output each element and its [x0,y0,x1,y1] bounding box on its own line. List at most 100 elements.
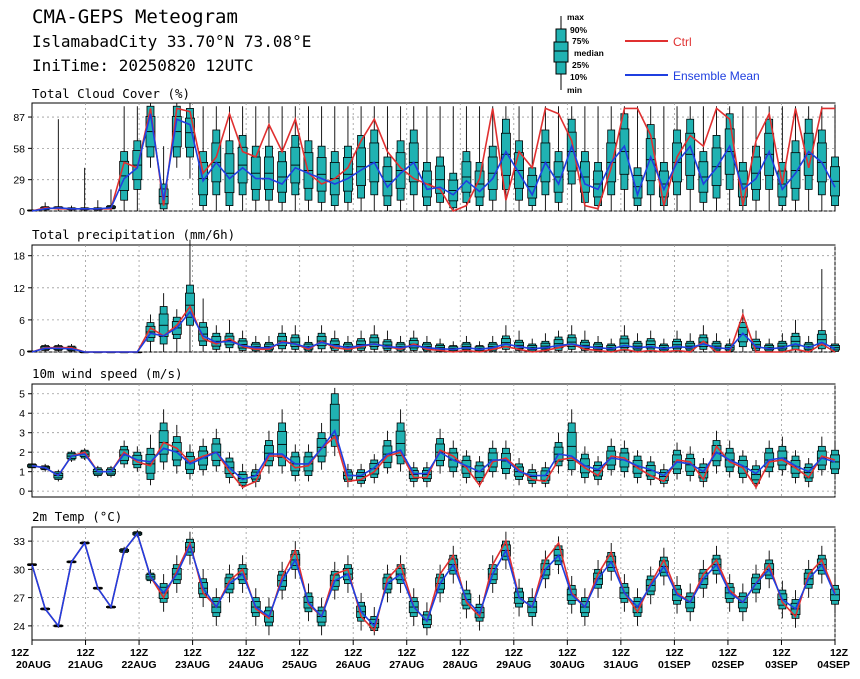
box-mark [224,319,235,352]
box-mark [619,325,630,352]
x-date-label: 22AUG [122,659,157,671]
box-mark [119,106,130,211]
box-mark [501,106,511,211]
box-mark [408,461,419,488]
box-mark [132,106,143,211]
box-mark [751,459,761,490]
box-mark [566,325,577,352]
box-mark [777,333,788,352]
x-hour-label: 12Z [558,647,577,659]
box-mark [369,325,380,352]
box-mark [382,330,393,352]
legend-ctrl-label: Ctrl [673,35,692,49]
x-hour-label: 12Z [184,647,203,659]
box-mark [53,119,64,211]
box-mark [198,298,209,352]
panel-title-cloud: Total Cloud Cover (%) [32,86,191,101]
x-date-label: 31AUG [603,659,638,671]
box-mark [764,338,775,352]
y-tick-label: 87 [13,112,25,124]
panel-wind: 0 1 2 3 4 5 [19,383,840,498]
legend-min: min [567,85,582,95]
x-hour-label: 12Z [344,647,363,659]
box-mark [461,335,472,352]
box-mark [685,106,696,211]
box-mark [501,325,511,352]
x-date-label: 30AUG [550,659,585,671]
box-mark [422,106,432,211]
x-hour-label: 12Z [830,647,849,659]
x-date-label: 24AUG [229,659,264,671]
x-date-label: 02SEP [712,659,745,671]
box-mark [645,330,656,352]
legend-max: max [567,12,584,22]
y-tick-label: 5 [19,389,25,401]
location-label: IslamabadCity 33.70°N 73.08°E [32,32,312,51]
panel-temp: 24 27 30 33 [13,526,840,641]
box-mark [514,106,524,211]
box-mark [356,106,366,211]
x-date-label: 23AUG [175,659,210,671]
x-hour-label: 12Z [772,647,791,659]
box-mark [698,106,709,211]
x-hour-label: 12Z [665,647,684,659]
x-date-label: 28AUG [443,659,478,671]
legend-mean-label: Ensemble Mean [673,69,760,83]
box-mark [395,106,406,211]
y-tick-label: 0 [19,347,25,359]
y-tick-label: 29 [13,175,25,187]
box-mark [356,330,366,352]
box-mark [264,106,274,211]
box-mark [790,319,801,352]
box-mark [277,325,288,352]
box-mark [211,106,222,211]
mean-series-line [31,310,836,353]
y-tick-label: 12 [13,283,25,295]
x-date-label: 20AUG [16,659,51,671]
box-mark [237,330,248,352]
x-hour-label: 12Z [719,647,738,659]
box-mark [566,409,577,476]
box-mark [579,106,590,211]
box-mark [382,106,393,211]
x-hour-label: 12Z [11,647,30,659]
box-mark [777,436,788,476]
box-mark [211,428,222,472]
box-mark [830,106,840,211]
x-date-label: 01SEP [658,659,691,671]
box-mark [606,338,617,352]
legend-p90: 90% [570,25,587,35]
box-mark [632,450,643,484]
y-tick-label: 3 [19,428,25,440]
legend-p10: 10% [570,72,587,82]
box-mark [290,106,301,211]
box-mark [448,341,459,352]
box-mark [474,341,485,352]
box-mark [632,333,643,352]
x-hour-label: 12Z [291,647,310,659]
box-mark [540,333,551,352]
box-mark [316,106,327,211]
x-hour-label: 12Z [505,647,524,659]
box-mark [593,106,603,211]
box-mark [158,409,169,470]
panel-title-wind: 10m wind speed (m/s) [32,366,183,381]
x-date-label: 29AUG [496,659,531,671]
box-mark [277,106,288,211]
x-hour-label: 12Z [130,647,149,659]
box-mark [395,409,406,472]
box-mark [369,106,380,211]
box-mark [487,106,498,211]
x-hour-label: 12Z [398,647,417,659]
box-mark [790,106,801,211]
y-tick-label: 4 [19,408,25,420]
box-mark [619,106,630,211]
box-mark [816,269,827,352]
box-mark [737,106,748,211]
box-mark [185,239,195,352]
box-mark [830,575,840,614]
box-legend-glyph [553,16,569,90]
box-mark [290,325,301,352]
y-tick-label: 0 [19,206,25,218]
y-tick-label: 24 [13,621,25,633]
